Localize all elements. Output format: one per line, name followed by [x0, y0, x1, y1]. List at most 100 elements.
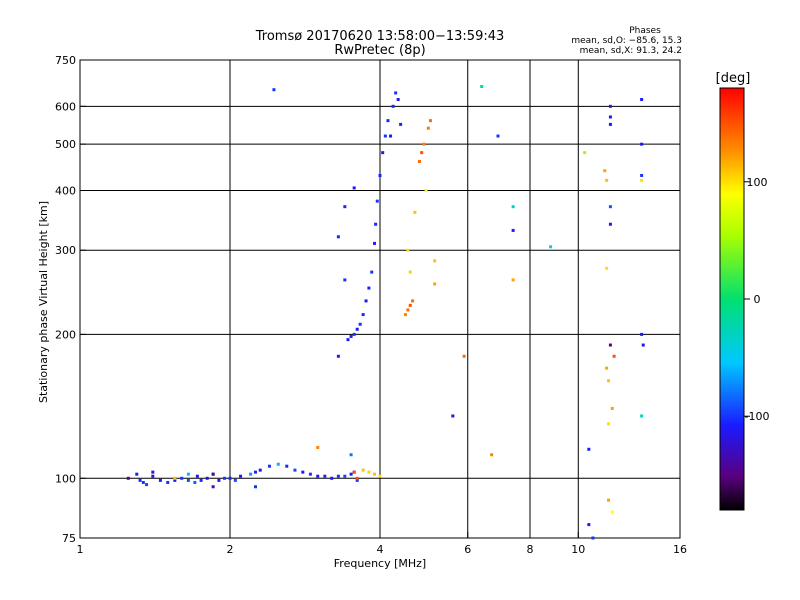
data-point: [180, 476, 184, 480]
data-point: [355, 327, 359, 331]
data-point: [367, 286, 371, 290]
data-point: [640, 414, 644, 418]
colorbar-ticks: 100 0 -100: [744, 176, 769, 423]
y-tick-label: 300: [55, 244, 76, 257]
data-point: [413, 210, 417, 214]
data-point: [396, 98, 400, 102]
data-point: [378, 173, 382, 177]
data-point: [399, 122, 403, 126]
data-point: [549, 245, 553, 249]
data-point: [158, 478, 162, 482]
data-point: [361, 468, 365, 472]
x-tick-label: 16: [673, 543, 687, 556]
phases-line-o: mean, sd,O: −85.6, 15.3: [571, 36, 682, 46]
data-points: [126, 85, 645, 540]
data-point: [607, 422, 611, 426]
data-point: [301, 470, 305, 474]
data-point: [349, 472, 353, 476]
y-tick-label: 400: [55, 184, 76, 197]
data-point: [293, 468, 297, 472]
colorbar-tick-label: -100: [745, 410, 770, 423]
data-point: [607, 498, 611, 502]
data-point: [308, 472, 312, 476]
data-point: [373, 472, 377, 476]
data-point: [403, 313, 407, 317]
data-point: [205, 476, 209, 480]
data-point: [605, 178, 609, 182]
data-point: [378, 474, 382, 478]
data-point: [323, 474, 327, 478]
data-point: [394, 91, 398, 95]
data-point: [126, 476, 130, 480]
data-point: [272, 88, 276, 92]
y-tick-label: 200: [55, 328, 76, 341]
data-point: [417, 159, 421, 163]
data-point: [587, 447, 591, 451]
x-axis-label: Frequency [MHz]: [334, 557, 426, 570]
data-point: [349, 334, 353, 338]
data-point: [217, 478, 221, 482]
colorbar-tick-label: 100: [747, 176, 768, 189]
data-point: [406, 308, 410, 312]
colorbar-tick-label: 0: [754, 293, 761, 306]
data-point: [151, 470, 155, 474]
data-point: [186, 472, 190, 476]
data-point: [391, 104, 395, 108]
data-point: [223, 476, 227, 480]
data-point: [186, 478, 190, 482]
data-point: [408, 303, 412, 307]
data-point: [480, 85, 484, 89]
data-point: [386, 119, 390, 123]
data-point: [316, 474, 320, 478]
data-point: [583, 151, 587, 155]
y-tick-label: 75: [62, 532, 76, 545]
x-tick-label: 6: [464, 543, 471, 556]
gridlines: [80, 60, 680, 538]
phases-title: Phases: [629, 26, 661, 36]
y-tick-label: 100: [55, 472, 76, 485]
data-point: [433, 259, 437, 263]
data-point: [375, 199, 379, 203]
data-point: [608, 222, 612, 226]
data-point: [199, 478, 203, 482]
data-point: [364, 299, 368, 303]
data-point: [605, 266, 609, 270]
data-point: [166, 480, 170, 484]
y-tick-label: 600: [55, 100, 76, 113]
data-point: [336, 354, 340, 358]
data-point: [640, 98, 644, 102]
data-point: [608, 343, 612, 347]
data-point: [389, 134, 393, 138]
data-point: [173, 476, 177, 480]
data-point: [138, 478, 142, 482]
data-point: [433, 282, 437, 286]
data-point: [608, 115, 612, 119]
data-point: [330, 476, 334, 480]
data-point: [228, 476, 232, 480]
data-point: [490, 453, 494, 457]
data-point: [352, 470, 356, 474]
data-point: [428, 119, 432, 123]
x-tick-label: 10: [571, 543, 585, 556]
data-point: [422, 142, 426, 146]
data-point: [640, 178, 644, 182]
data-point: [370, 270, 374, 274]
data-point: [374, 222, 378, 226]
data-point: [141, 480, 145, 484]
data-point: [361, 313, 365, 317]
data-point: [352, 186, 356, 190]
data-point: [145, 483, 149, 487]
data-point: [249, 472, 253, 476]
data-point: [420, 151, 424, 155]
data-point: [406, 248, 410, 252]
data-point: [355, 478, 359, 482]
data-point: [285, 464, 289, 468]
data-point: [358, 322, 362, 326]
data-point: [607, 379, 611, 383]
data-point: [496, 134, 500, 138]
y-axis-label: Stationary phase Virtual Height [km]: [37, 201, 50, 403]
data-point: [276, 462, 280, 466]
data-point: [349, 453, 353, 457]
data-point: [343, 278, 347, 282]
